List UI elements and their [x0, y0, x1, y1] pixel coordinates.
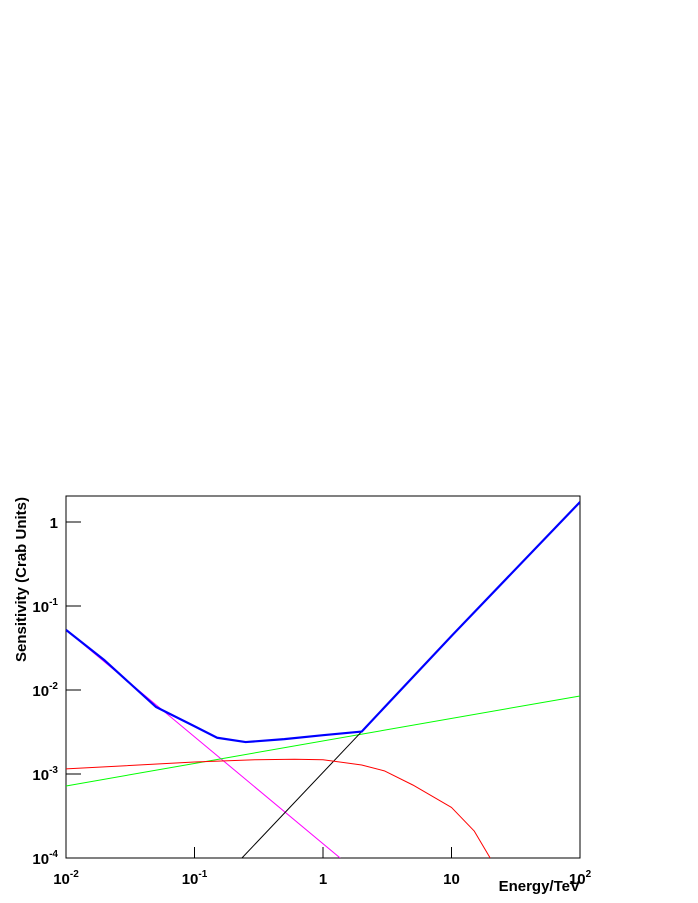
- tick-label-exponent: -4: [49, 849, 58, 860]
- y-tick-label: 10-4: [32, 849, 58, 868]
- x-tick-label: 10: [443, 871, 460, 888]
- tick-label-exponent: -1: [198, 869, 207, 880]
- y-axis-label: Sensitivity (Crab Units): [13, 497, 30, 662]
- y-tick-label: 10-2: [32, 681, 58, 700]
- plot-frame: [65, 495, 581, 859]
- y-tick-label: 1: [50, 515, 58, 532]
- x-tick-label: 102: [569, 869, 592, 888]
- tick-label-base: 10: [53, 871, 70, 888]
- x-axis-label: Energy/TeV: [499, 878, 580, 895]
- tick-label-exponent: 2: [586, 869, 592, 880]
- tick-label-base: 10: [32, 599, 49, 616]
- x-tick-label: 1: [319, 871, 327, 888]
- x-tick-label: 10-1: [182, 869, 208, 888]
- y-tick-label: 10-3: [32, 765, 58, 784]
- tick-label-base: 10: [32, 683, 49, 700]
- tick-label-exponent: -3: [49, 765, 58, 776]
- series-line: [66, 501, 580, 744]
- tick-label-exponent: -1: [49, 597, 58, 608]
- tick-label-base: 10: [182, 871, 199, 888]
- series-line: [66, 695, 580, 787]
- series-line: [66, 758, 491, 858]
- x-tick-label: 10-2: [53, 869, 79, 888]
- tick-label-exponent: -2: [49, 681, 58, 692]
- tick-label-exponent: -2: [70, 869, 79, 880]
- series-line: [241, 731, 363, 858]
- tick-label-base: 10: [569, 871, 586, 888]
- tick-label-base: 10: [32, 851, 49, 868]
- y-tick-label: 10-1: [32, 597, 58, 616]
- tick-label-base: 10: [32, 767, 49, 784]
